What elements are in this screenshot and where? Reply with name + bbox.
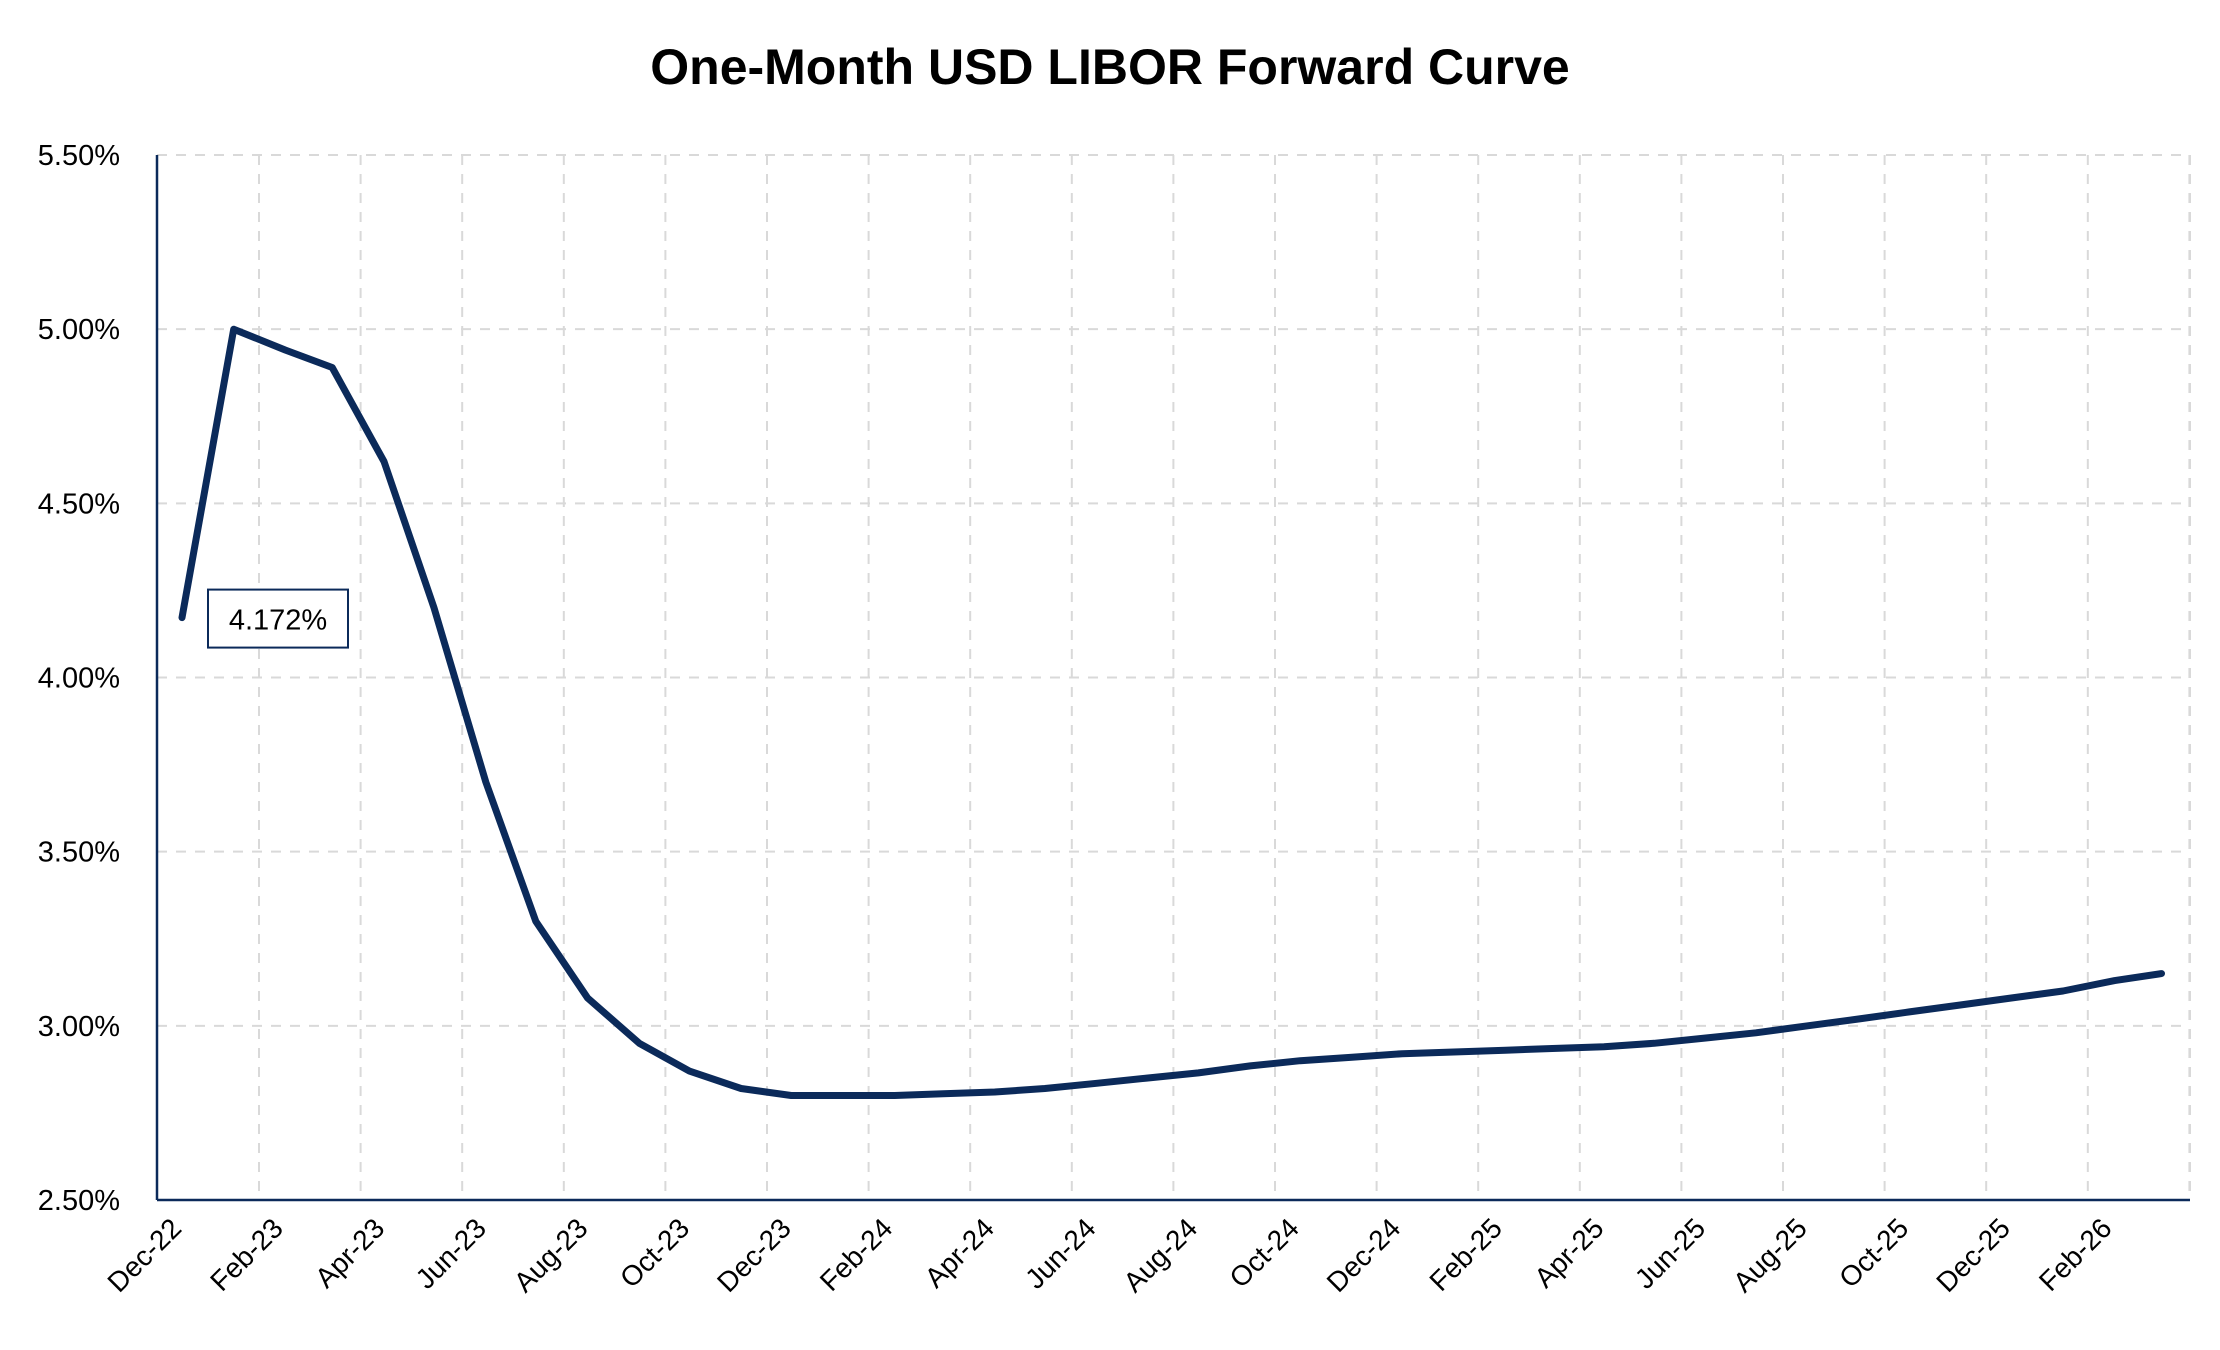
y-axis-ticks: 2.50% 3.00% 3.50% 4.00% 4.50% 5.00% 5.50% [38, 140, 120, 1217]
x-tick-label: Dec-23 [711, 1212, 797, 1298]
x-tick-label: Dec-24 [1321, 1212, 1407, 1298]
y-tick-label: 3.50% [38, 837, 120, 869]
x-tick-label: Apr-23 [309, 1212, 390, 1293]
axes [155, 155, 2190, 1202]
x-tick-label: Feb-26 [2033, 1212, 2118, 1297]
x-tick-label: Apr-25 [1528, 1212, 1609, 1293]
x-tick-label: Aug-24 [1117, 1212, 1203, 1298]
gridlines [157, 154, 2191, 1200]
x-tick-label: Feb-23 [204, 1212, 289, 1297]
chart-title: One-Month USD LIBOR Forward Curve [650, 39, 1570, 95]
callout-box [207, 588, 349, 649]
x-tick-label: Oct-25 [1833, 1212, 1914, 1293]
x-tick-label: Feb-24 [814, 1212, 899, 1297]
x-tick-label: Jun-24 [1019, 1212, 1101, 1294]
y-tick-label: 4.50% [38, 488, 120, 520]
x-axis-ticks: Dec-22 Feb-23 Apr-23 Jun-23 Aug-23 Oct-23 Dec-… [101, 1212, 2117, 1298]
annotations: 4.172% [207, 588, 349, 649]
x-tick-label: Jun-25 [1629, 1212, 1711, 1294]
y-tick-label: 5.50% [38, 140, 120, 172]
y-tick-label: 3.00% [38, 1011, 120, 1043]
x-tick-label: Dec-22 [101, 1212, 187, 1298]
x-tick-label: Dec-25 [1930, 1212, 2016, 1298]
y-tick-label: 5.00% [38, 314, 120, 346]
y-tick-label: 4.00% [38, 663, 120, 695]
x-tick-label: Oct-23 [614, 1212, 695, 1293]
y-tick-label: 2.50% [38, 1185, 120, 1217]
x-tick-label: Jun-23 [410, 1212, 492, 1294]
x-tick-label: Aug-25 [1727, 1212, 1813, 1298]
callout-label: 4.172% [229, 605, 327, 637]
x-tick-label: Feb-25 [1423, 1212, 1508, 1297]
x-tick-label: Oct-24 [1224, 1212, 1305, 1293]
series-layer [178, 325, 2165, 1099]
series-line [178, 325, 2165, 1099]
x-tick-label: Aug-23 [508, 1212, 594, 1298]
x-tick-label: Apr-24 [919, 1212, 1000, 1293]
